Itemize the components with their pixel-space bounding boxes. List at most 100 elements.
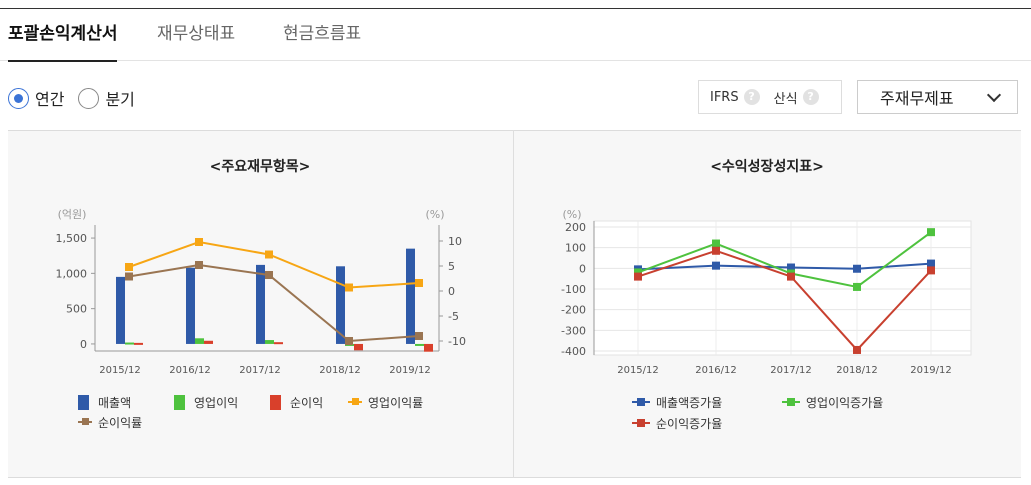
bar-op-income [265,340,274,344]
bar-sales [406,248,415,344]
legend-swatch [78,395,89,410]
bar-net-income [354,343,363,351]
growth-indicators-chart: <수익성장성지표> (%)200 100 0 -100 -200 -300 -400 2015/… [561,158,972,431]
legend-label: 영업이익률 [368,396,423,410]
y-tick-label: 1,500 [56,232,88,245]
legend-label: 매출액 [98,396,131,410]
radio-checked-icon [8,87,29,109]
y2-tick-label: -10 [448,335,466,348]
y-tick-label: 0 [80,338,87,351]
point-op-margin [125,263,133,271]
point-op-income-growth [927,228,935,237]
legend-swatch [270,395,281,410]
legend-marker [637,398,645,406]
point-sales-growth [927,259,935,268]
bar-sales [256,264,265,344]
axis-unit: (%) [562,208,581,221]
point-net-margin [415,332,423,340]
point-sales-growth [787,263,795,272]
formula-option[interactable]: 산식 ? [760,88,819,107]
bar-op-income [125,342,134,345]
help-icon[interactable]: ? [743,89,760,105]
line-net-margin [128,263,420,343]
chevron-down-icon [986,87,1002,102]
ifrs-label: IFRS [710,89,739,105]
legend-marker [352,398,359,405]
y-tick-label: 1,000 [56,267,88,280]
bar-sales [336,266,345,344]
top-border [0,8,1031,9]
point-net-margin [125,272,133,281]
radio-unchecked-icon [78,87,100,109]
plot-area [593,220,972,356]
legend-marker [82,418,89,425]
point-net-margin [345,337,353,345]
bar-sales [186,267,195,344]
help-icon[interactable]: ? [802,89,819,105]
statement-select[interactable]: 주재무제표 [857,80,1018,114]
point-op-income-growth [853,282,861,291]
y2-tick-label: 10 [448,235,462,248]
bar-op-income [195,338,204,344]
financial-items-chart: <주요재무항목> (억원) (%) 0 500 1,000 1,500 -10 -5 0 5 10 20… [56,158,466,430]
x-tick-label: 2018/12 [319,365,361,376]
chart-title: <주요재무항목> [210,158,311,175]
statement-select-value: 주재무제표 [880,89,954,108]
point-sales-growth [712,261,720,270]
point-net-income-growth [712,246,720,255]
y-tick-label: -300 [561,324,586,337]
y-tick-label: -400 [561,345,586,358]
point-sales-growth [853,264,861,273]
tab-income-statement[interactable]: 포괄손익계산서 [8,9,118,62]
period-radio-group: 연간 분기 [8,85,149,111]
legend-swatch [174,395,185,410]
point-op-income-growth [634,268,642,277]
point-op-margin [415,279,423,287]
legend-marker [637,419,645,427]
tab-cash-flow[interactable]: 현금흐름표 [283,24,362,44]
x-tick-label: 2017/12 [770,365,812,376]
y2-tick-label: 0 [448,285,455,298]
radio-annual[interactable]: 연간 [8,86,64,110]
left-axis-unit: (억원) [58,208,87,221]
right-axis-unit: (%) [425,208,444,221]
bar-net-income [424,343,433,352]
chart-title: <수익성장성지표> [710,158,824,175]
point-net-income-growth [787,272,795,281]
point-op-margin [345,283,353,292]
bar-net-income [274,342,283,345]
y-tick-label: 100 [565,242,586,255]
y-tick-label: 500 [66,303,87,316]
y-tick-label: -100 [561,283,586,296]
ifrs-option[interactable]: IFRS ? [699,89,760,105]
point-net-income-growth [927,266,935,275]
y-tick-label: 200 [565,221,586,234]
point-op-margin [265,250,273,259]
x-tick-label: 2019/12 [910,365,952,376]
legend-marker [787,398,795,406]
bar-net-income [134,342,143,345]
tab-balance-sheet[interactable]: 재무상태표 [157,24,236,44]
x-tick-label: 2015/12 [617,365,659,376]
statement-tabs: 포괄손익계산서 재무상태표 현금흐름표 [0,9,1031,62]
x-tick-label: 2015/12 [99,365,141,376]
point-net-margin [265,271,273,279]
point-net-income-growth [634,272,642,281]
x-tick-label: 2019/12 [389,365,431,376]
legend-label: 매출액증가율 [656,396,722,410]
options-box: IFRS ? 산식 ? [698,80,842,114]
radio-annual-label: 연간 [35,90,65,109]
radio-quarterly[interactable]: 분기 [78,86,135,110]
bar-op-income [415,343,424,346]
y2-tick-label: -5 [448,310,459,323]
y-tick-label: 0 [579,262,586,275]
x-tick-label: 2018/12 [836,365,878,376]
y-tick-label: -200 [561,304,586,317]
legend-label: 순이익증가율 [656,417,722,431]
legend-label: 순이익 [290,396,323,410]
y2-tick-label: 5 [448,260,455,273]
formula-label: 산식 [773,91,798,107]
bar-sales [116,276,125,344]
point-op-margin [195,238,203,246]
panel-divider [513,130,514,478]
